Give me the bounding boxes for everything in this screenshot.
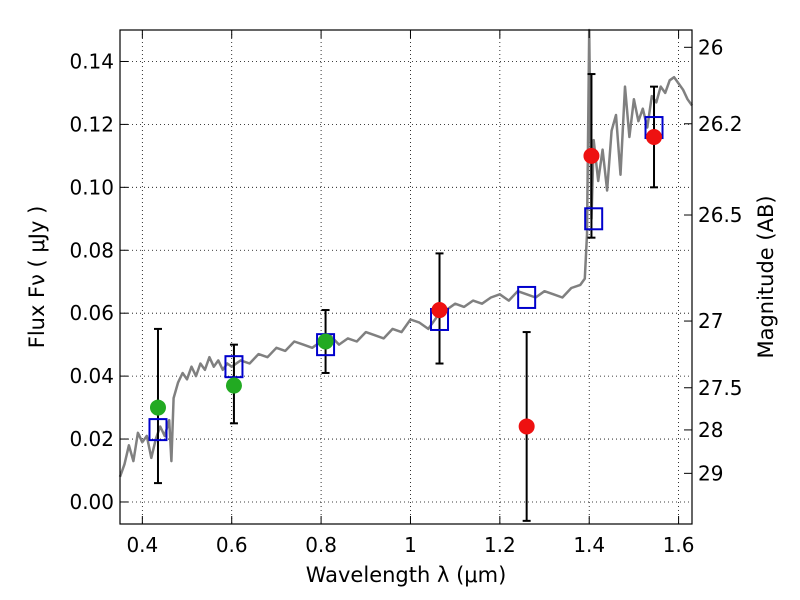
detection-point xyxy=(317,333,334,350)
y-axis-ticks: 0.00 0.02 0.04 0.06 0.08 0.10 0.12 0.14 xyxy=(69,49,128,514)
detection-point xyxy=(583,147,600,164)
magnitude-tick-label: 27 xyxy=(698,309,723,333)
detection-points xyxy=(149,128,663,435)
model-spectrum xyxy=(118,28,694,478)
detection-point xyxy=(518,418,535,435)
magnitude-tick-label: 26 xyxy=(698,35,723,59)
x-tick-label: 0.8 xyxy=(305,533,337,557)
x-tick-label: 1.2 xyxy=(484,533,516,557)
model-photometry-square xyxy=(224,355,244,379)
x-tick-label: 1 xyxy=(404,533,417,557)
magnitude-tick-label: 29 xyxy=(698,461,723,485)
y-tick-label: 0.14 xyxy=(69,49,114,73)
detection-point xyxy=(225,377,242,394)
y-tick-label: 0.00 xyxy=(69,490,114,514)
magnitude-axis-ticks: 26 26.2 26.5 27 27.5 28 29 xyxy=(684,35,743,485)
model-photometry-square xyxy=(517,285,537,309)
magnitude-tick-label: 27.5 xyxy=(698,376,743,400)
model-photometry-square xyxy=(584,207,604,231)
x-tick-label: 1.6 xyxy=(663,533,695,557)
plot-background xyxy=(120,30,692,524)
detection-point xyxy=(431,302,448,319)
y-tick-label: 0.12 xyxy=(69,112,114,136)
spectrum-line xyxy=(118,28,694,478)
y-tick-label: 0.08 xyxy=(69,238,114,262)
magnitude-axis-label: Magnitude (AB) xyxy=(754,195,778,358)
y-tick-label: 0.06 xyxy=(69,301,114,325)
detection-point xyxy=(149,399,166,416)
y-tick-label: 0.04 xyxy=(69,364,114,388)
x-tick-label: 0.6 xyxy=(216,533,248,557)
model-photometry-square xyxy=(148,418,168,442)
y-axis-label: Flux Fν ( μJy ) xyxy=(25,206,49,349)
detection-point xyxy=(646,128,663,145)
x-axis-ticks: 0.4 0.6 0.8 1 1.2 1.4 1.6 xyxy=(126,30,695,557)
x-tick-label: 1.4 xyxy=(573,533,605,557)
magnitude-tick-label: 26.2 xyxy=(698,112,743,136)
plot-frame xyxy=(119,29,693,525)
magnitude-tick-label: 26.5 xyxy=(698,203,743,227)
y-tick-label: 0.10 xyxy=(69,175,114,199)
y-tick-label: 0.02 xyxy=(69,427,114,451)
grid-lines xyxy=(120,30,692,524)
x-tick-label: 0.4 xyxy=(126,533,158,557)
x-axis-label: Wavelength λ (μm) xyxy=(306,563,507,587)
magnitude-tick-label: 28 xyxy=(698,418,723,442)
